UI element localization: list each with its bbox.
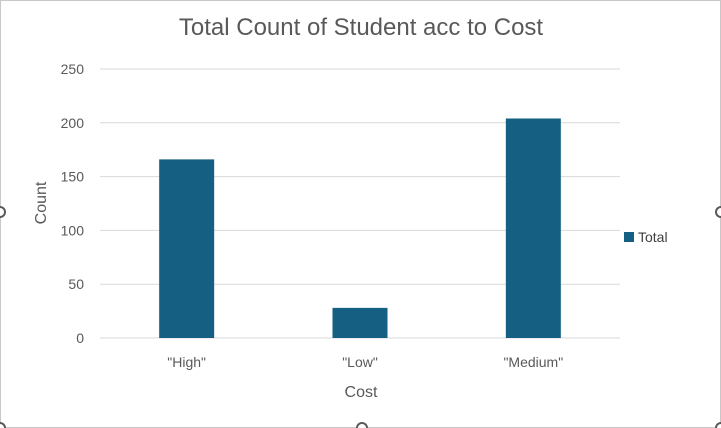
resize-handle-left[interactable] (0, 206, 6, 218)
legend-label-total: Total (638, 229, 668, 245)
resize-handle-bottom-right[interactable] (715, 422, 721, 428)
x-axis-ticks: "High" "Low" "Medium" (167, 354, 563, 370)
resize-handle-bottom[interactable] (356, 422, 368, 428)
y-tick-label: 200 (61, 115, 85, 131)
y-axis-title: Count (33, 181, 50, 224)
y-tick-label: 250 (61, 61, 85, 77)
bar-2[interactable] (505, 118, 561, 338)
legend-swatch-total (624, 232, 634, 242)
resize-handle-bottom-left[interactable] (0, 422, 6, 428)
resize-handle-right[interactable] (715, 206, 721, 218)
y-tick-label: 50 (68, 276, 84, 292)
x-tick-label: "High" (167, 354, 206, 370)
y-axis-ticks: 0 50 100 150 200 250 (61, 61, 85, 346)
x-tick-label: "Medium" (503, 354, 563, 370)
bar-0[interactable] (159, 159, 215, 338)
x-tick-label: "Low" (342, 354, 378, 370)
bar-1[interactable] (332, 307, 388, 338)
y-tick-label: 150 (61, 169, 85, 185)
y-tick-label: 0 (76, 330, 84, 346)
x-axis-title: Cost (345, 384, 378, 401)
bars (159, 118, 561, 338)
y-tick-label: 100 (61, 222, 85, 238)
legend: Total (624, 229, 668, 245)
chart-title: Total Count of Student acc to Cost (179, 14, 544, 41)
selection-handles[interactable] (0, 206, 721, 428)
